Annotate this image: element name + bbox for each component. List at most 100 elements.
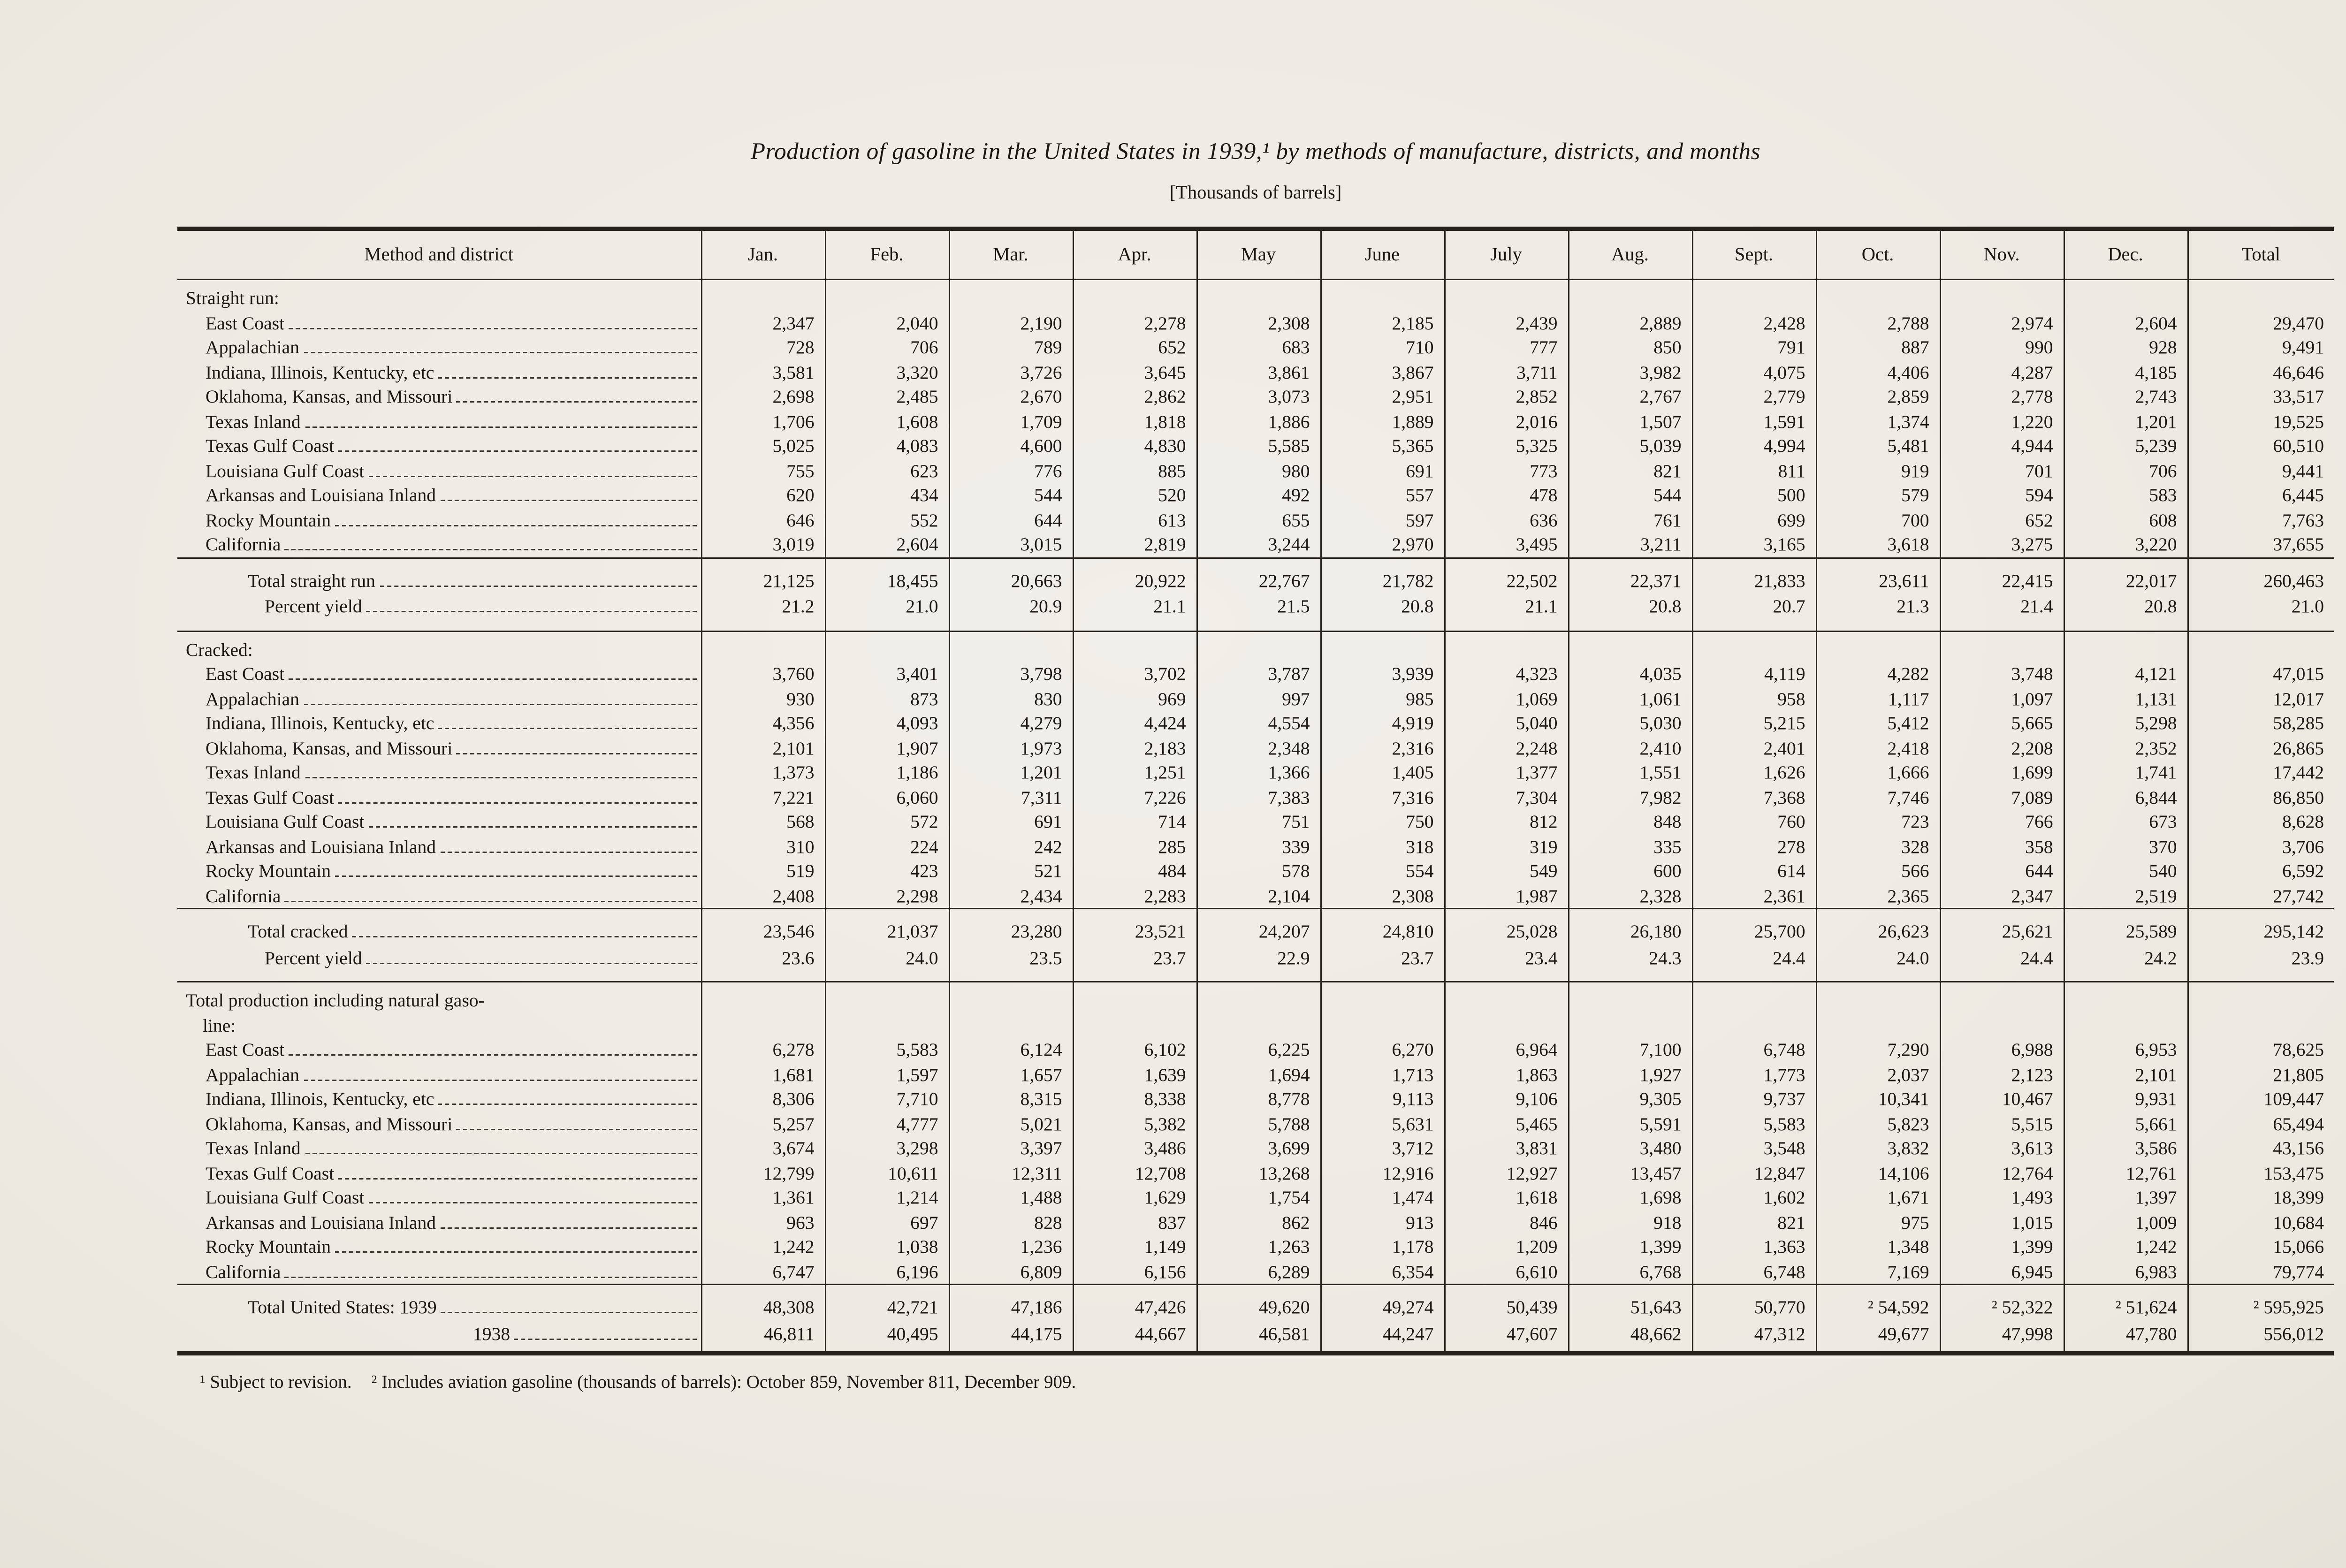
row-stub: East Coast [177,311,701,335]
value-cell: 22,017 [2063,556,2187,594]
value-cell: 7,304 [1443,784,1568,809]
value-cell: 1,741 [2063,760,2187,785]
value-cell: 7,226 [1072,784,1196,809]
value-cell: 554 [1319,859,1444,883]
value-cell: 3,244 [1196,532,1320,557]
value-cell: 20.8 [1567,594,1692,631]
value-cell: ² 51,624 [2063,1284,2187,1321]
value-cell: 47,780 [2063,1321,2187,1354]
value-cell: 777 [1443,335,1568,360]
value-cell: 2,970 [1319,532,1444,557]
dot-leader [305,776,696,778]
value-cell: 1,015 [1939,1210,2064,1234]
row-stub: Appalachian [177,1062,701,1087]
value-cell: 21.2 [700,594,825,631]
value-cell: 2,352 [2063,735,2187,760]
value-cell: 776 [948,458,1073,483]
value-cell [1939,279,2064,311]
value-cell: 1,374 [1815,409,1940,434]
value-cell: 9,305 [1567,1087,1692,1111]
value-cell: 40,495 [824,1321,949,1354]
value-cell [1072,279,1196,311]
value-cell: 4,083 [824,434,949,458]
column-header-june: June [1319,228,1444,280]
value-cell: 887 [1815,335,1940,360]
value-cell: 46,811 [700,1321,825,1354]
table-row-texas-inland: Texas Inland 1,373 1,186 1,201 1,251 1,366 1,4… [177,760,2334,785]
value-cell: 17,442 [2186,760,2334,785]
value-cell [1072,630,1196,662]
row-stub: Louisiana Gulf Coast [177,809,701,834]
value-cell: 65,494 [2186,1111,2334,1136]
value-cell: 5,298 [2063,711,2187,736]
value-cell: 4,554 [1196,711,1320,736]
value-cell: 3,015 [948,532,1073,557]
table-row-texas-gulf-coast: Texas Gulf Coast 7,221 6,060 7,311 7,226 7,38… [177,784,2334,809]
value-cell: 755 [700,458,825,483]
value-cell: 597 [1319,507,1444,532]
value-cell [1691,981,1816,1037]
value-cell: 4,424 [1072,711,1196,736]
value-cell: 6,060 [824,784,949,809]
value-cell: 319 [1443,834,1568,859]
value-cell: 7,316 [1319,784,1444,809]
row-label: California [206,884,281,906]
value-cell: 2,408 [700,883,825,909]
value-cell: 6,445 [2186,483,2334,508]
table-row-arkansas-and-louisiana-inland: Arkansas and Louisiana Inland 310 224 242 28… [177,834,2334,859]
row-label: Rocky Mountain [206,1236,331,1257]
value-cell: 8,306 [700,1087,825,1111]
footnote: ¹ Subject to revision. ² Includes aviatio… [177,1371,2334,1393]
value-cell [700,981,825,1037]
row-label: Oklahoma, Kansas, and Missouri [206,1112,453,1134]
table-row-cracked: Cracked: [177,630,2334,662]
value-cell: 20.8 [1319,594,1444,631]
value-cell: 1,178 [1319,1234,1444,1259]
value-cell: 24,207 [1196,908,1320,945]
table-row-rocky-mountain: Rocky Mountain 519 423 521 484 578 554 549 600 61… [177,859,2334,883]
row-stub: 1938 [177,1321,701,1354]
value-cell: 1,236 [948,1234,1073,1259]
value-cell: 5,025 [700,434,825,458]
column-header-nov: Nov. [1939,228,2064,280]
value-cell: 862 [1196,1210,1320,1234]
value-cell: 50,770 [1691,1284,1816,1321]
dot-leader [305,1151,696,1154]
value-cell: 1,209 [1443,1234,1568,1259]
value-cell: 701 [1939,458,2064,483]
value-cell: 21,805 [2186,1062,2334,1087]
value-cell: 8,778 [1196,1087,1320,1111]
value-cell [700,279,825,311]
value-cell: 492 [1196,483,1320,508]
value-cell [948,981,1073,1037]
value-cell: 1,186 [824,760,949,785]
dot-leader [338,449,696,452]
value-cell: 728 [700,335,825,360]
value-cell [1196,630,1320,662]
value-cell: 3,019 [700,532,825,557]
value-cell: 821 [1691,1210,1816,1234]
value-cell: 9,491 [2186,335,2334,360]
value-cell: 566 [1815,859,1940,883]
value-cell: 12,916 [1319,1160,1444,1185]
section-label-continued: line: [203,1014,236,1035]
row-label: California [206,1260,281,1282]
row-label: Texas Inland [206,761,301,783]
value-cell: 3,748 [1939,662,2064,686]
value-cell: 1,591 [1691,409,1816,434]
value-cell: 370 [2063,834,2187,859]
value-cell: 13,457 [1567,1160,1692,1185]
table-row-california: California 6,747 6,196 6,809 6,156 6,289 6,354… [177,1259,2334,1285]
dot-leader [440,850,696,853]
value-cell: 7,169 [1815,1259,1940,1285]
value-cell: 1,061 [1567,686,1692,711]
dot-leader [305,425,696,427]
value-cell: 24.4 [1939,945,2064,982]
value-cell: 1,608 [824,409,949,434]
dot-leader [289,326,696,329]
table-row-louisiana-gulf-coast: Louisiana Gulf Coast 568 572 691 714 751 750 81… [177,809,2334,834]
table-row-texas-inland: Texas Inland 3,674 3,298 3,397 3,486 3,699 3,7… [177,1136,2334,1161]
dot-leader [440,1225,696,1228]
value-cell: 8,628 [2186,809,2334,834]
row-label: Oklahoma, Kansas, and Missouri [206,737,453,758]
